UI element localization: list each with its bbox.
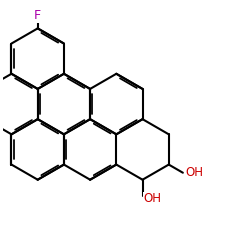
Text: OH: OH bbox=[144, 192, 162, 205]
Text: F: F bbox=[34, 9, 41, 22]
Text: OH: OH bbox=[186, 166, 204, 179]
